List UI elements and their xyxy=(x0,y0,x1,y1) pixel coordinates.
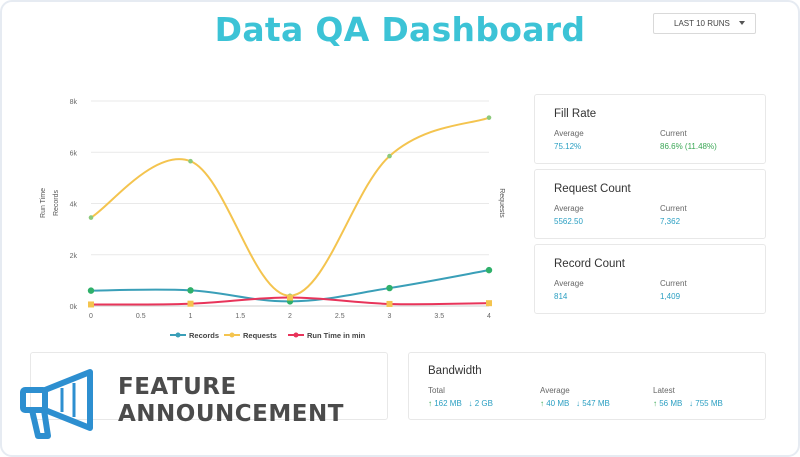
arrow-down-icon: ↓ xyxy=(468,399,473,408)
bandwidth-average-label: Average xyxy=(540,386,570,395)
runs-dropdown[interactable]: LAST 10 RUNS xyxy=(653,13,756,34)
legend-marker xyxy=(293,332,299,338)
arrow-up-icon: ↑ xyxy=(428,399,432,408)
y-tick-label: 6k xyxy=(70,150,78,157)
y-tick-label: 0k xyxy=(70,304,78,311)
data-point xyxy=(287,294,293,301)
y-tick-label: 2k xyxy=(70,253,78,260)
x-tick-label: 0.5 xyxy=(136,313,146,320)
request-count-card: Request Count Average Current 5562.50 7,… xyxy=(534,169,766,239)
fill-rate-card: Fill Rate Average Current 75.12% 86.6% (… xyxy=(534,94,766,164)
feature-line-1: FEATURE xyxy=(118,374,237,400)
legend-marker xyxy=(175,332,181,338)
legend-label: Run Time in min xyxy=(307,331,366,340)
feature-announcement-text: FEATURE ANNOUNCEMENT xyxy=(118,374,344,428)
bandwidth-average-values: ↑ 40 MB ↓ 547 MB xyxy=(540,399,610,408)
runs-chart: 0k 2k 4k 6k 8k 0 0.5 1 1.5 2 2.5 3 3.5 4 Run Time Recor… xyxy=(30,85,510,350)
data-point xyxy=(387,153,392,159)
bandwidth-card: Bandwidth Total ↑ 162 MB ↓ 2 GB Average … xyxy=(408,352,766,420)
legend-label: Records xyxy=(189,331,219,340)
request-count-average-label: Average xyxy=(554,204,584,213)
bandwidth-latest-down: 755 MB xyxy=(695,399,723,408)
fill-rate-title: Fill Rate xyxy=(554,108,597,120)
request-count-title: Request Count xyxy=(554,183,631,195)
bandwidth-total-values: ↑ 162 MB ↓ 2 GB xyxy=(428,399,493,408)
megaphone-icon xyxy=(20,369,93,439)
data-point xyxy=(486,115,492,120)
bandwidth-total-up: 162 MB xyxy=(434,399,462,408)
data-point xyxy=(87,287,95,294)
arrow-down-icon: ↓ xyxy=(576,399,581,408)
x-tick-label: 0 xyxy=(89,313,93,320)
fill-rate-average-value: 75.12% xyxy=(554,142,582,151)
runs-dropdown-label: LAST 10 RUNS xyxy=(674,19,730,28)
x-tick-label: 1.5 xyxy=(235,313,245,320)
legend-marker xyxy=(229,332,235,338)
y-tick-label: 8k xyxy=(70,99,78,106)
arrow-up-icon: ↑ xyxy=(653,399,657,408)
bandwidth-average-down: 547 MB xyxy=(582,399,610,408)
y-tick-label: 4k xyxy=(70,202,78,209)
data-point xyxy=(386,300,393,307)
page-title: Data QA Dashboard xyxy=(214,10,586,49)
chart-svg: 0k 2k 4k 6k 8k 0 0.5 1 1.5 2 2.5 3 3.5 4 Run Time Recor… xyxy=(40,99,505,340)
bandwidth-latest-values: ↑ 56 MB ↓ 755 MB xyxy=(653,399,723,408)
request-count-current-value: 7,362 xyxy=(660,217,681,226)
x-tick-label: 2.5 xyxy=(335,313,345,320)
feature-line-2: ANNOUNCEMENT xyxy=(118,401,344,427)
bandwidth-title: Bandwidth xyxy=(428,365,482,377)
request-count-average-value: 5562.50 xyxy=(554,217,583,226)
record-count-average-label: Average xyxy=(554,279,584,288)
record-count-average-value: 814 xyxy=(554,292,568,301)
data-point xyxy=(187,287,194,294)
fill-rate-current-value: 86.6% (11.48%) xyxy=(660,142,717,151)
fill-rate-current-label: Current xyxy=(660,129,687,138)
record-count-current-label: Current xyxy=(660,279,687,288)
bandwidth-latest-up: 56 MB xyxy=(659,399,683,408)
data-point xyxy=(88,215,94,220)
bandwidth-total-label: Total xyxy=(428,386,445,395)
legend-label: Requests xyxy=(243,331,277,340)
data-point xyxy=(188,158,193,164)
bandwidth-average-up: 40 MB xyxy=(546,399,570,408)
bandwidth-total-down: 2 GB xyxy=(474,399,493,408)
x-tick-label: 2 xyxy=(288,313,292,320)
caret-down-icon xyxy=(739,21,745,25)
data-point xyxy=(486,300,492,307)
feature-announcement-banner[interactable]: FEATURE ANNOUNCEMENT xyxy=(0,360,360,450)
x-tick-label: 4 xyxy=(487,313,491,320)
y-axis-label-left: Records xyxy=(53,189,60,216)
data-point xyxy=(386,284,393,292)
request-count-current-label: Current xyxy=(660,204,687,213)
y-axis-label-left: Run Time xyxy=(40,188,47,218)
x-tick-label: 1 xyxy=(189,313,193,320)
data-point xyxy=(187,300,194,307)
arrow-down-icon: ↓ xyxy=(689,399,694,408)
record-count-card: Record Count Average Current 814 1,409 xyxy=(534,244,766,314)
data-point xyxy=(485,266,493,274)
y-axis-label-right: Requests xyxy=(498,188,505,218)
x-tick-label: 3 xyxy=(388,313,392,320)
x-tick-label: 3.5 xyxy=(434,313,444,320)
series-line xyxy=(90,116,490,297)
record-count-current-value: 1,409 xyxy=(660,292,681,301)
record-count-title: Record Count xyxy=(554,258,625,270)
data-point xyxy=(88,301,94,308)
fill-rate-average-label: Average xyxy=(554,129,584,138)
bandwidth-latest-label: Latest xyxy=(653,386,675,395)
arrow-up-icon: ↑ xyxy=(540,399,544,408)
